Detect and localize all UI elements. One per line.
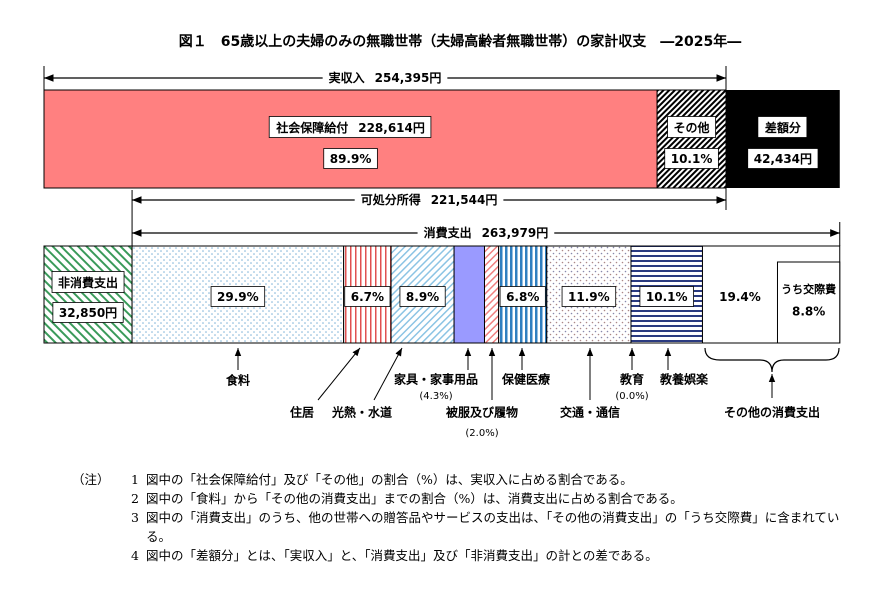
disposable-label-part: 可処分所得: [361, 192, 421, 207]
category-percent-part: 8.9%: [406, 290, 439, 304]
category-percent-part: 11.9%: [568, 290, 610, 304]
category-percent: 10.1%: [646, 290, 688, 304]
income-label-part: 実収入: [329, 70, 365, 85]
non-consumption-amount-box: [52, 302, 124, 323]
category-name: 教養娯楽: [659, 372, 709, 387]
category-name: 交通・通信: [560, 405, 620, 420]
income-label-bg: [322, 69, 448, 85]
income-label-part: 254,395円: [375, 71, 442, 85]
category-percent: (4.3%): [419, 391, 452, 402]
income-segment: [656, 89, 727, 189]
note-text: 図中の「社会保障給付」及び「その他」の割合（%）は、実収入に占める割合である。: [146, 472, 633, 487]
surplus-name: 差額分: [764, 120, 801, 135]
category-percent: (2.0%): [465, 428, 498, 439]
category-percent-part: 6.7%: [351, 290, 384, 304]
non-consumption-name-box: [51, 271, 125, 293]
category-name: 食料: [225, 373, 250, 388]
category-name: 光熱・水道: [331, 405, 392, 420]
disposable-label: 可処分所得 221,544円: [361, 192, 498, 207]
pointer-arrow: [373, 347, 403, 401]
category-name: 住居: [290, 405, 314, 420]
surplus-name-box: [757, 116, 808, 138]
surplus-amount-part: 42,434円: [754, 152, 812, 166]
category-name: 保健医療: [501, 372, 550, 387]
consumption-label: 消費支出 263,979円: [424, 225, 549, 240]
segment-name-box: [667, 116, 716, 138]
non-consumption-name-part: 非消費支出: [58, 275, 118, 290]
consumption-label-part: 263,979円: [482, 226, 549, 240]
segment-percent: 89.9%: [330, 152, 372, 166]
category-percent: 6.8%: [506, 290, 539, 304]
category-percent-box: [344, 286, 391, 307]
category-name: その他の消費支出: [724, 405, 820, 420]
note-text: 図中の「消費支出」のうち、他の世帯への贈答品やサービスの支出は、「その他の消費支…: [146, 510, 840, 544]
disposable-label-bg: [354, 191, 504, 207]
consumption-label-bg: [417, 224, 555, 240]
category-percent-box: [639, 286, 694, 307]
note-marker: （注）: [72, 472, 110, 487]
category-percent: (0.0%): [615, 391, 648, 402]
note-text: 図中の「差額分」とは、「実収入」と、「消費支出」及び「非消費支出」の計との差であ…: [146, 548, 658, 563]
surplus-segment: [726, 90, 840, 188]
category-name: 教育: [619, 372, 644, 387]
category-percent-box: [499, 286, 546, 307]
note-number: 3: [131, 510, 139, 525]
brace: [704, 347, 840, 373]
notes: （注） 1 図中の「社会保障給付」及び「その他」の割合（%）は、実収入に占める割合で…: [72, 470, 852, 565]
surplus-amount-box: [747, 148, 819, 169]
segment-name-part: 社会保障給付: [275, 120, 348, 135]
note-number: 2: [131, 491, 139, 506]
category-percent-part: 10.1%: [646, 290, 688, 304]
category-name: 被服及び履物: [446, 405, 518, 420]
category-percent: 29.9%: [217, 290, 259, 304]
category-percent: 8.9%: [406, 290, 439, 304]
chart-title: 図１ 65歳以上の夫婦のみの無職世帯（夫婦高齢者無職世帯）の家計収支 ―2025…: [179, 33, 741, 50]
category-name: 家具・家事用品: [394, 372, 478, 387]
segment-name: その他: [674, 120, 710, 135]
sub-name: うち交際費: [781, 282, 836, 296]
note-text: 図中の「食料」から「その他の消費支出」までの割合（%）は、消費支出に占める割合で…: [146, 491, 683, 506]
sub-segment: [776, 261, 841, 344]
segment-percent-part: 89.9%: [330, 152, 372, 166]
note-number: 4: [131, 548, 139, 563]
category-percent-part: 19.4%: [719, 290, 761, 304]
non-consumption-segment: [43, 245, 133, 344]
income-segment: [43, 89, 658, 189]
non-consumption-name: 非消費支出: [58, 275, 118, 290]
segment-percent-part: 10.1%: [671, 152, 713, 166]
segment-name: 社会保障給付 228,614円: [275, 120, 425, 135]
segment-name-box: [268, 116, 432, 138]
disposable-label-part: 221,544円: [431, 193, 498, 207]
category-percent: 19.4%: [719, 290, 761, 304]
consumption-label-part: 消費支出: [424, 225, 472, 240]
category-percent-part: 29.9%: [217, 290, 259, 304]
pointer-arrow: [317, 347, 361, 401]
non-consumption-amount-part: 32,850円: [59, 306, 117, 320]
segment-name-part: その他: [674, 120, 710, 135]
surplus-name-part: 差額分: [764, 120, 801, 135]
non-consumption-amount: 32,850円: [59, 306, 117, 320]
note-number: 1: [131, 472, 139, 487]
sub-percent: 8.8%: [792, 305, 825, 319]
segment-percent-box: [664, 148, 719, 169]
category-segment: [453, 245, 485, 344]
category-percent-box: [210, 286, 266, 307]
category-percent: 11.9%: [568, 290, 610, 304]
category-segment: [483, 245, 500, 344]
segment-percent: 10.1%: [671, 152, 713, 166]
chart: 図１ 65歳以上の夫婦のみの無職世帯（夫婦高齢者無職世帯）の家計収支 ―2025…: [43, 33, 841, 439]
segment-percent-box: [323, 148, 378, 169]
category-percent-box: [399, 286, 446, 307]
category-percent-box: [561, 286, 617, 307]
income-label: 実収入 254,395円: [329, 70, 442, 85]
category-segment: [131, 245, 345, 344]
surplus-amount: 42,434円: [754, 152, 812, 166]
segment-name-part: 228,614円: [358, 121, 425, 135]
category-percent: 6.7%: [351, 290, 384, 304]
category-percent-part: 6.8%: [506, 290, 539, 304]
